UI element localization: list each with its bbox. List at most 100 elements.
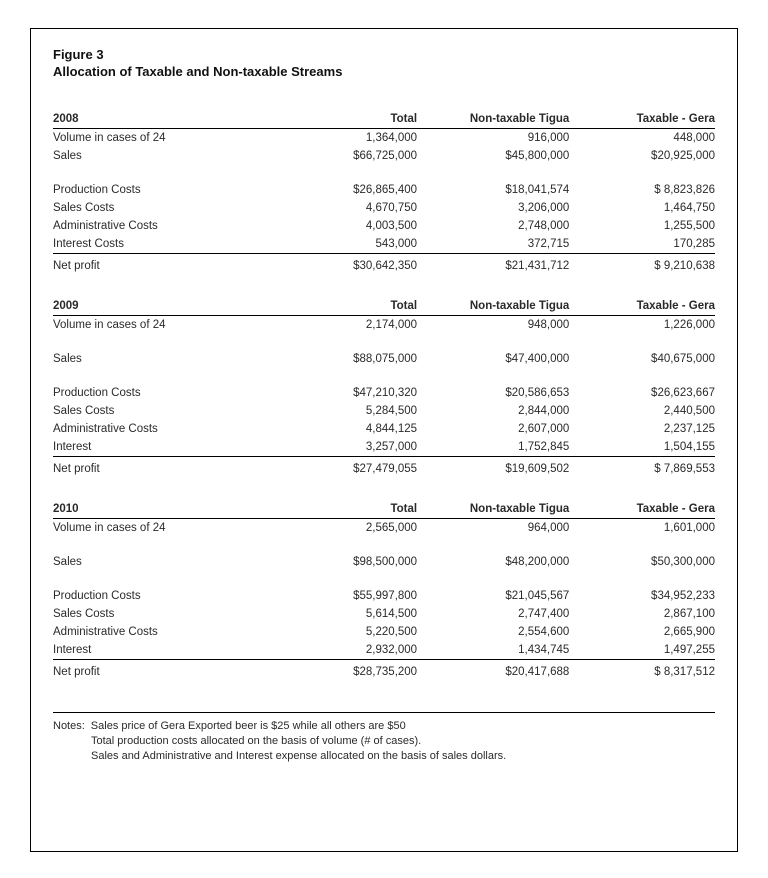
cell: $34,952,233	[569, 587, 715, 605]
cell: $98,500,000	[271, 553, 417, 571]
row-label: Production Costs	[53, 587, 271, 605]
row-label: Volume in cases of 24	[53, 316, 271, 335]
col-total-header: Total	[271, 497, 417, 519]
row-label: Net profit	[53, 457, 271, 482]
col-nontax-header: Non-taxable Tigua	[417, 294, 569, 316]
row-label: Sales	[53, 147, 271, 165]
cell: $55,997,800	[271, 587, 417, 605]
cell: $ 8,823,826	[569, 181, 715, 199]
cell: $19,609,502	[417, 457, 569, 482]
col-total-header: Total	[271, 294, 417, 316]
cell: 4,844,125	[271, 420, 417, 438]
cell: 2,237,125	[569, 420, 715, 438]
cell: $ 7,869,553	[569, 457, 715, 482]
col-tax-header: Taxable - Gera	[569, 107, 715, 129]
cell: 1,504,155	[569, 438, 715, 457]
cell: $66,725,000	[271, 147, 417, 165]
row-label: Production Costs	[53, 181, 271, 199]
cell: 5,614,500	[271, 605, 417, 623]
cell: 1,752,845	[417, 438, 569, 457]
cell: $26,623,667	[569, 384, 715, 402]
cell: 1,226,000	[569, 316, 715, 335]
col-total-header: Total	[271, 107, 417, 129]
cell: 3,206,000	[417, 199, 569, 217]
cell: $47,210,320	[271, 384, 417, 402]
cell: 2,554,600	[417, 623, 569, 641]
cell: 2,440,500	[569, 402, 715, 420]
cell: 3,257,000	[271, 438, 417, 457]
cell: 964,000	[417, 519, 569, 538]
row-label: Sales Costs	[53, 199, 271, 217]
row-label: Interest	[53, 641, 271, 660]
cell: 2,174,000	[271, 316, 417, 335]
cell: 1,434,745	[417, 641, 569, 660]
cell: 372,715	[417, 235, 569, 254]
row-label: Interest	[53, 438, 271, 457]
row-label: Sales Costs	[53, 402, 271, 420]
cell: 2,565,000	[271, 519, 417, 538]
row-label: Sales	[53, 350, 271, 368]
cell: $88,075,000	[271, 350, 417, 368]
cell: 2,867,100	[569, 605, 715, 623]
allocation-table: 2008TotalNon-taxable TiguaTaxable - Gera…	[53, 107, 715, 684]
cell: $ 9,210,638	[569, 254, 715, 279]
cell: 2,932,000	[271, 641, 417, 660]
notes-line: Total production costs allocated on the …	[53, 734, 715, 749]
notes-line: Sales and Administrative and Interest ex…	[53, 749, 715, 764]
cell: 170,285	[569, 235, 715, 254]
row-label: Volume in cases of 24	[53, 519, 271, 538]
row-label: Interest Costs	[53, 235, 271, 254]
cell: 2,665,900	[569, 623, 715, 641]
cell: 4,670,750	[271, 199, 417, 217]
cell: $45,800,000	[417, 147, 569, 165]
row-label: Administrative Costs	[53, 623, 271, 641]
col-tax-header: Taxable - Gera	[569, 497, 715, 519]
year-header: 2009	[53, 294, 271, 316]
notes-tag: Notes:	[53, 719, 85, 734]
row-label: Net profit	[53, 254, 271, 279]
col-tax-header: Taxable - Gera	[569, 294, 715, 316]
cell: $28,735,200	[271, 660, 417, 685]
cell: $ 8,317,512	[569, 660, 715, 685]
cell: 948,000	[417, 316, 569, 335]
cell: 916,000	[417, 129, 569, 148]
cell: $26,865,400	[271, 181, 417, 199]
cell: 1,255,500	[569, 217, 715, 235]
cell: 2,748,000	[417, 217, 569, 235]
cell: 5,220,500	[271, 623, 417, 641]
cell: $47,400,000	[417, 350, 569, 368]
cell: 1,464,750	[569, 199, 715, 217]
col-nontax-header: Non-taxable Tigua	[417, 107, 569, 129]
year-header: 2010	[53, 497, 271, 519]
cell: $48,200,000	[417, 553, 569, 571]
row-label: Sales	[53, 553, 271, 571]
cell: 4,003,500	[271, 217, 417, 235]
cell: $40,675,000	[569, 350, 715, 368]
notes-line: Sales price of Gera Exported beer is $25…	[91, 719, 406, 734]
figure-label: Figure 3	[53, 47, 715, 62]
cell: 5,284,500	[271, 402, 417, 420]
row-label: Volume in cases of 24	[53, 129, 271, 148]
row-label: Administrative Costs	[53, 420, 271, 438]
cell: 543,000	[271, 235, 417, 254]
cell: 1,364,000	[271, 129, 417, 148]
cell: $50,300,000	[569, 553, 715, 571]
cell: 1,601,000	[569, 519, 715, 538]
row-label: Sales Costs	[53, 605, 271, 623]
cell: $20,586,653	[417, 384, 569, 402]
notes: Notes: Sales price of Gera Exported beer…	[53, 712, 715, 764]
cell: $20,925,000	[569, 147, 715, 165]
cell: $27,479,055	[271, 457, 417, 482]
cell: 2,844,000	[417, 402, 569, 420]
cell: 2,607,000	[417, 420, 569, 438]
row-label: Production Costs	[53, 384, 271, 402]
cell: $21,045,567	[417, 587, 569, 605]
cell: $30,642,350	[271, 254, 417, 279]
row-label: Net profit	[53, 660, 271, 685]
cell: $21,431,712	[417, 254, 569, 279]
col-nontax-header: Non-taxable Tigua	[417, 497, 569, 519]
cell: $20,417,688	[417, 660, 569, 685]
figure-title: Allocation of Taxable and Non-taxable St…	[53, 64, 715, 79]
row-label: Administrative Costs	[53, 217, 271, 235]
figure-frame: Figure 3 Allocation of Taxable and Non-t…	[30, 28, 738, 852]
